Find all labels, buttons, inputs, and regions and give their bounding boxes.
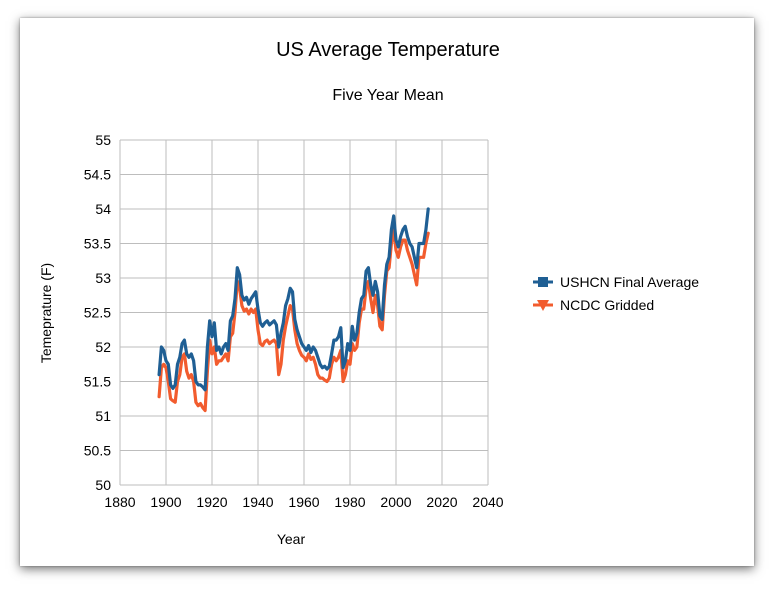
x-tick-label: 1900 <box>150 494 181 510</box>
x-tick-label: 2040 <box>472 494 503 510</box>
x-tick-label: 1940 <box>242 494 273 510</box>
legend-label-ncdc-gridded: NCDC Gridded <box>560 297 654 313</box>
x-axis-ticks: 1880 1900 1920 1940 1960 1980 2000 2020 2040 <box>104 494 503 510</box>
x-axis-label: Year <box>277 531 306 547</box>
chart-legend: USHCN Final Average NCDC Gridded <box>533 274 699 313</box>
chart-title: US Average Temperature <box>276 39 500 61</box>
legend-triangle-marker-icon <box>537 300 549 311</box>
x-tick-label: 1980 <box>334 494 365 510</box>
y-axis-label: Temeprature (F) <box>38 263 54 363</box>
x-tick-label: 1920 <box>196 494 227 510</box>
x-tick-label: 1960 <box>288 494 319 510</box>
y-tick-label: 54 <box>95 201 111 217</box>
y-tick-label: 55 <box>95 132 111 148</box>
chart-card: US Average Temperature Five Year Mean 50… <box>20 18 754 566</box>
y-tick-label: 54.5 <box>84 167 111 183</box>
series-lines <box>157 207 430 413</box>
legend-square-marker-icon <box>538 277 548 287</box>
grid-lines <box>119 139 489 486</box>
y-tick-label: 53 <box>95 270 111 286</box>
y-tick-label: 53.5 <box>84 236 111 252</box>
x-tick-label: 1880 <box>104 494 135 510</box>
legend-label-ushcn-final-average: USHCN Final Average <box>560 274 699 290</box>
y-tick-label: 50.5 <box>84 443 111 459</box>
line-chart: US Average Temperature Five Year Mean 50… <box>38 39 699 547</box>
chart-subtitle: Five Year Mean <box>332 87 443 104</box>
series-line-ushcn-final-average <box>157 207 430 392</box>
y-tick-label: 51.5 <box>84 374 111 390</box>
y-tick-label: 52.5 <box>84 305 111 321</box>
y-tick-label: 50 <box>95 477 111 493</box>
x-tick-label: 2000 <box>380 494 411 510</box>
y-axis-ticks: 50 50.5 51 51.5 52 52.5 53 53.5 54 54.5 55 <box>84 132 111 493</box>
x-tick-label: 2020 <box>426 494 457 510</box>
y-tick-label: 52 <box>95 339 111 355</box>
y-tick-label: 51 <box>95 408 111 424</box>
